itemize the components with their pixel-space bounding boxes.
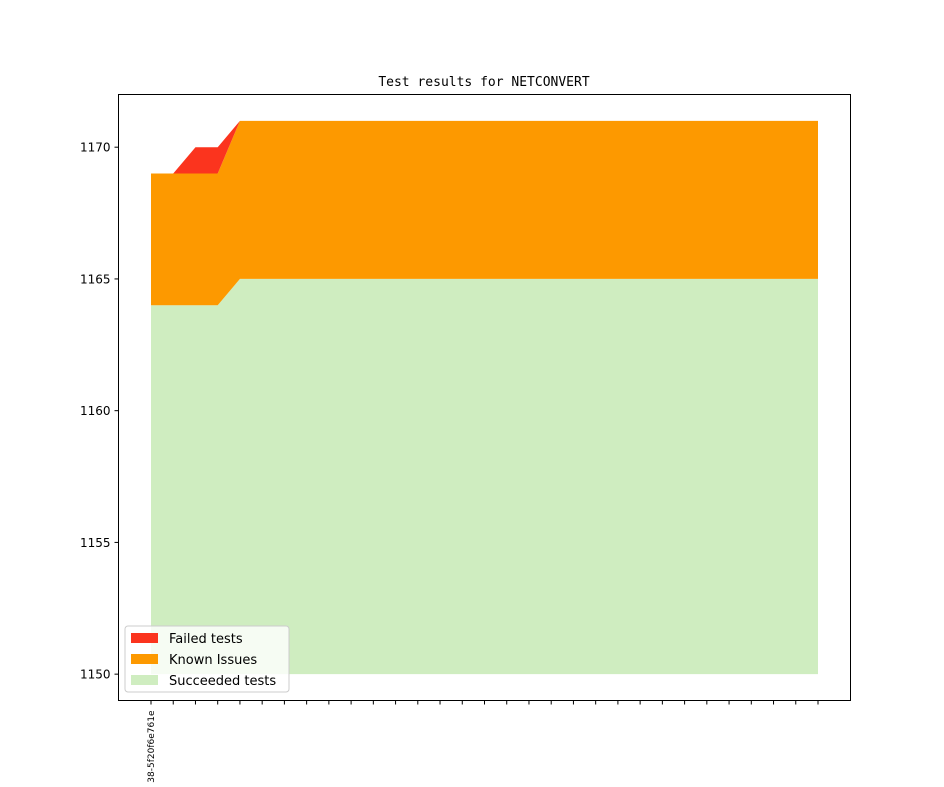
legend-label-failed-tests: Failed tests — [169, 632, 243, 647]
x-axis: 38-5f20f6e761e — [147, 700, 819, 783]
y-tick-label: 1150 — [80, 668, 111, 682]
area-known-issues — [151, 120, 818, 306]
legend-label-known-issues: Known Issues — [169, 653, 257, 668]
y-axis: 1150 1155 1160 1165 1170 — [80, 141, 119, 682]
y-tick-label: 1160 — [80, 404, 111, 418]
area-layers — [151, 120, 818, 675]
y-tick-label: 1155 — [80, 536, 111, 550]
area-succeeded-tests — [151, 278, 818, 675]
legend-items: Failed tests Known Issues Succeeded tests — [131, 632, 276, 689]
legend-box — [124, 625, 290, 693]
x-tick-label: 38-5f20f6e761e — [147, 710, 157, 783]
y-tick-label: 1170 — [80, 141, 111, 155]
area-failed-tests — [151, 120, 818, 174]
legend: Failed tests Known Issues Succeeded tests — [124, 625, 290, 693]
legend-label-succeeded-tests: Succeeded tests — [169, 674, 276, 689]
y-tick-label: 1165 — [80, 272, 111, 286]
legend-swatch-succeeded-tests — [131, 675, 158, 685]
legend-swatch-failed-tests — [131, 633, 158, 643]
legend-swatch-known-issues — [131, 654, 158, 664]
chart-title: Test results for NETCONVERT — [378, 75, 589, 90]
